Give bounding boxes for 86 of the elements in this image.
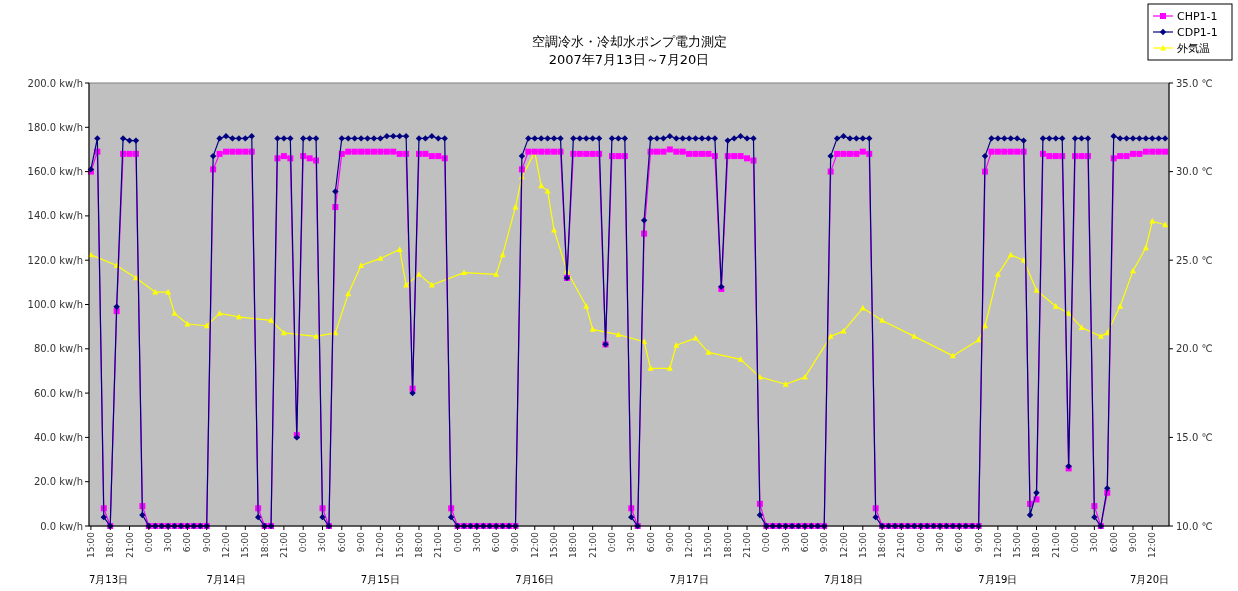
chart-title: 空調冷水・冷却水ポンプ電力測定 [531, 34, 727, 49]
x-tick-label: 21:00 [896, 531, 907, 558]
x-tick-label: 21:00 [278, 531, 289, 558]
x-tick-label: 15:00 [240, 531, 251, 558]
x-tick-label: 0:00 [606, 531, 617, 553]
text: 7月15日 [360, 574, 400, 585]
x-tick-label: 15:00 [703, 531, 714, 558]
x-tick-label: 15:00 [85, 531, 96, 558]
x-tick-label: 18:00 [568, 531, 579, 558]
y-tick-label: 140.0 kw/h [27, 210, 83, 222]
x-tick-label: 0:00 [452, 531, 463, 553]
y-tick-label: 200.0 kw/h [27, 77, 83, 89]
y2-tick-label: 20.0 ℃ [1176, 343, 1213, 355]
x-tick-label: 9:00 [973, 531, 984, 553]
y-tick-label: 160.0 kw/h [27, 166, 83, 178]
x-tick-label: 15:00 [394, 531, 405, 558]
x-tick-label: 9:00 [510, 531, 521, 553]
x-tick-label: 12:00 [529, 531, 540, 558]
legend-label: CDP1-1 [1177, 26, 1218, 39]
x-tick-label: 15:00 [857, 531, 868, 558]
y2-tick-label: 35.0 ℃ [1176, 77, 1213, 89]
y2-tick-label: 30.0 ℃ [1176, 166, 1213, 178]
chart-subtitle: 2007年7月13日～7月20日 [548, 52, 710, 67]
y-tick-label: 180.0 kw/h [27, 121, 83, 133]
x-tick-label: 6:00 [954, 531, 965, 553]
x-tick-label: 3:00 [1089, 531, 1100, 553]
x-tick-label: 18:00 [877, 531, 888, 558]
y-tick-label: 100.0 kw/h [27, 299, 83, 310]
x-tick-label: 12:00 [992, 531, 1003, 558]
x-tick-label: 12:00 [375, 531, 386, 558]
legend-label: 外気温 [1177, 42, 1210, 55]
x-tick-label: 6:00 [336, 531, 347, 553]
y2-tick-label: 15.0 ℃ [1176, 431, 1213, 443]
x-tick-label: 18:00 [1031, 531, 1042, 558]
x-tick-label: 3:00 [471, 531, 482, 553]
x-tick-label: 18:00 [722, 531, 733, 558]
x-tick-label: 18:00 [259, 531, 270, 558]
x-tick-label: 6:00 [799, 531, 810, 553]
x-tick-label: 9:00 [664, 531, 675, 553]
y2-tick-label: 10.0 ℃ [1176, 520, 1213, 532]
y-tick-label: 60.0 kw/h [33, 387, 83, 399]
text: 7月20日 [1129, 574, 1169, 585]
text: 7月18日 [823, 574, 864, 585]
x-tick-label: 18:00 [413, 531, 424, 558]
x-tick-label: 15:00 [1012, 531, 1023, 558]
text: 7月14日 [206, 574, 246, 585]
y-tick-label: 0.0 kw/h [40, 520, 83, 532]
y2-tick-label: 25.0 ℃ [1176, 254, 1213, 266]
x-tick-label: 9:00 [201, 531, 212, 553]
x-tick-label: 21:00 [587, 531, 598, 558]
y-tick-label: 80.0 kw/h [33, 343, 83, 355]
text: 7月19日 [978, 574, 1018, 585]
y-tick-label: 40.0 kw/h [33, 431, 83, 443]
x-tick-label: 3:00 [163, 531, 174, 553]
text: 7月16日 [515, 574, 555, 585]
y-tick-label: 120.0 kw/h [27, 254, 83, 266]
x-tick-label: 9:00 [356, 531, 367, 553]
x-tick-label: 0:00 [143, 531, 154, 553]
x-tick-label: 0:00 [1070, 531, 1081, 553]
x-tick-label: 6:00 [182, 531, 193, 553]
legend-label: CHP1-1 [1177, 10, 1218, 23]
x-tick-label: 9:00 [1127, 531, 1138, 553]
x-tick-label: 21:00 [433, 531, 444, 558]
x-tick-label: 3:00 [780, 531, 791, 553]
text: 7月17日 [669, 574, 709, 585]
x-tick-label: 21:00 [1050, 531, 1061, 558]
x-tick-label: 12:00 [838, 531, 849, 558]
x-tick-label: 12:00 [221, 531, 232, 558]
x-tick-label: 12:00 [684, 531, 695, 558]
x-tick-label: 6:00 [645, 531, 656, 553]
x-tick-label: 21:00 [742, 531, 753, 558]
x-tick-label: 9:00 [819, 531, 830, 553]
x-tick-label: 18:00 [105, 531, 116, 558]
x-tick-label: 0:00 [761, 531, 772, 553]
x-tick-label: 6:00 [1108, 531, 1119, 553]
x-tick-label: 3:00 [317, 531, 328, 553]
x-tick-label: 0:00 [915, 531, 926, 553]
x-tick-label: 0:00 [298, 531, 309, 553]
x-tick-label: 21:00 [124, 531, 135, 558]
y-tick-label: 20.0 kw/h [33, 476, 83, 488]
x-tick-label: 3:00 [626, 531, 637, 553]
text: 7月13日 [89, 574, 129, 585]
x-tick-label: 3:00 [935, 531, 946, 553]
x-tick-label: 15:00 [549, 531, 560, 558]
x-tick-label: 12:00 [1147, 531, 1158, 558]
x-tick-label: 6:00 [491, 531, 502, 553]
